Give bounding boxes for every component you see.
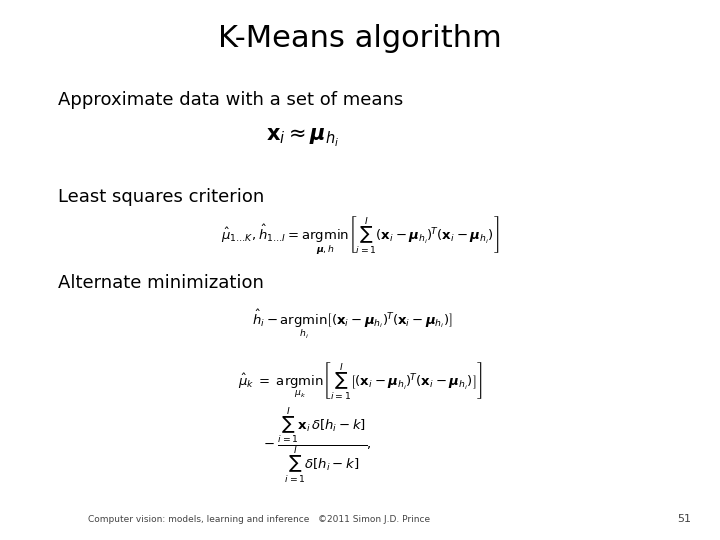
Text: K-Means algorithm: K-Means algorithm [218, 24, 502, 53]
Text: $\hat{h}_i - \underset{h_i}{\mathrm{argmin}} \left[ \left(\mathbf{x}_i - \boldsy: $\hat{h}_i - \underset{h_i}{\mathrm{argm… [253, 307, 453, 341]
Text: Least squares criterion: Least squares criterion [58, 188, 264, 206]
Text: $-\; \dfrac{\sum_{i=1}^{I} \mathbf{x}_i\,\delta[h_i - k]}{\sum_{i=1}^{I} \delta[: $-\; \dfrac{\sum_{i=1}^{I} \mathbf{x}_i\… [263, 406, 371, 485]
Text: Alternate minimization: Alternate minimization [58, 274, 264, 293]
Text: Approximate data with a set of means: Approximate data with a set of means [58, 91, 403, 109]
Text: 51: 51 [678, 515, 691, 524]
Text: $\hat{\mu}_k \;=\; \underset{\mu_k}{\mathrm{argmin}} \left[ \sum_{i=1}^{I} \left: $\hat{\mu}_k \;=\; \underset{\mu_k}{\mat… [238, 360, 482, 401]
Text: Computer vision: models, learning and inference   ©2011 Simon J.D. Prince: Computer vision: models, learning and in… [88, 515, 431, 524]
Text: $\hat{\mu}_{1\ldots K},\hat{h}_{1\ldots I} = \underset{\boldsymbol{\mu},h}{\math: $\hat{\mu}_{1\ldots K},\hat{h}_{1\ldots … [221, 214, 499, 256]
Text: $\mathbf{x}_i \approx \boldsymbol{\mu}_{h_i}$: $\mathbf{x}_i \approx \boldsymbol{\mu}_{… [266, 127, 339, 148]
